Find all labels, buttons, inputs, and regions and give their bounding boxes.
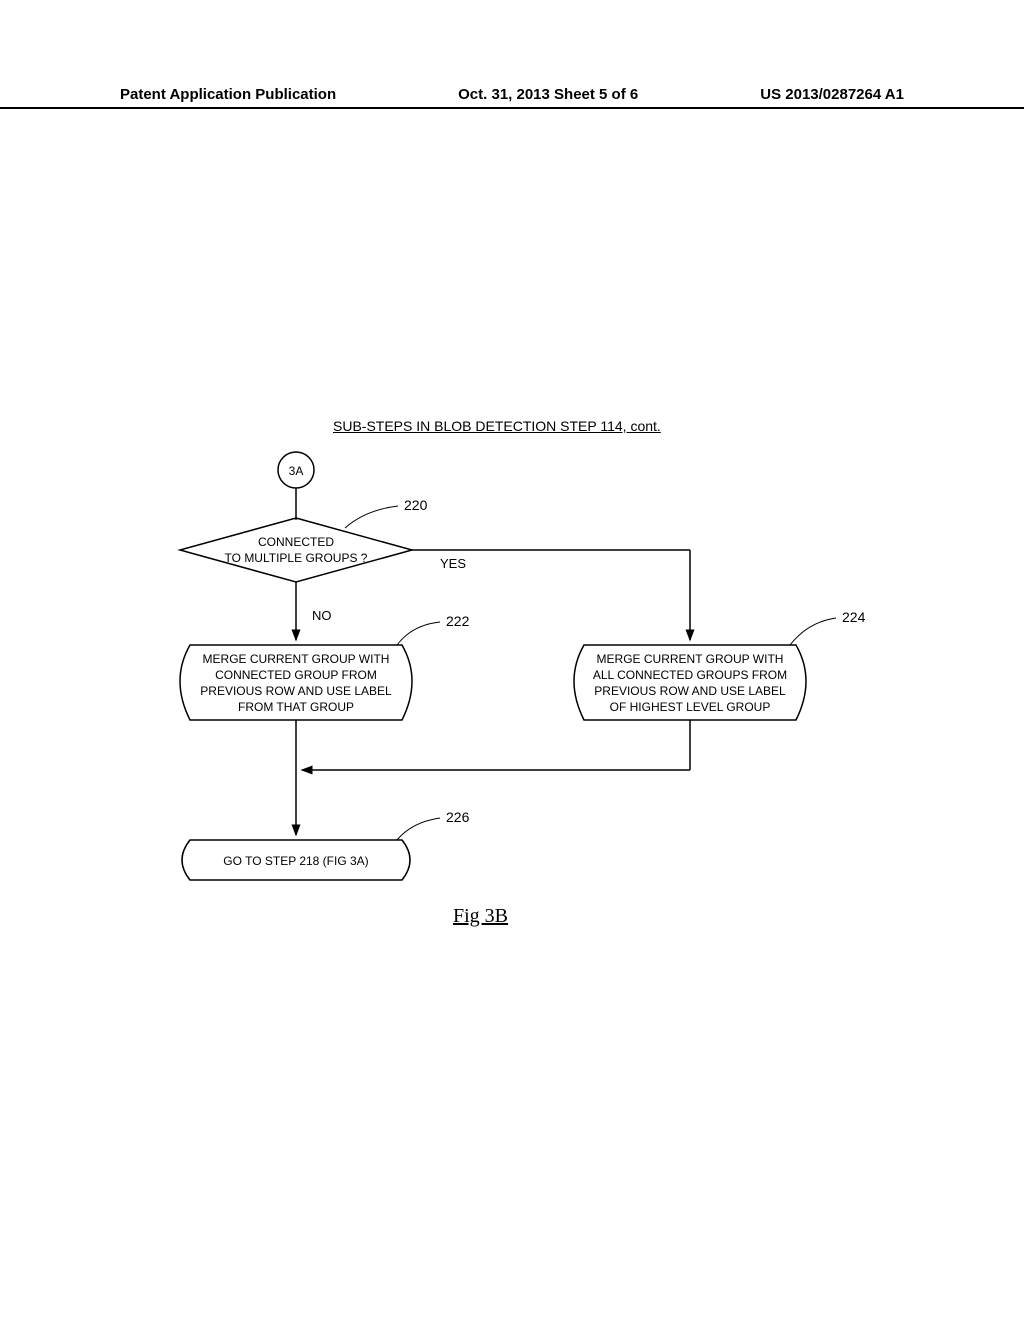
- box-yes-l1: MERGE CURRENT GROUP WITH: [597, 652, 784, 666]
- decision-line2: TO MULTIPLE GROUPS ?: [225, 551, 368, 565]
- diagram-title: SUB-STEPS IN BLOB DETECTION STEP 114, co…: [333, 418, 661, 434]
- leader-224: [790, 618, 836, 645]
- box-no-l2: CONNECTED GROUP FROM: [215, 668, 377, 682]
- header-center: Oct. 31, 2013 Sheet 5 of 6: [458, 86, 638, 103]
- ref-222: 222: [446, 613, 470, 629]
- box-no-l1: MERGE CURRENT GROUP WITH: [203, 652, 390, 666]
- goto-text: GO TO STEP 218 (FIG 3A): [223, 854, 368, 868]
- connector-3a-label: 3A: [289, 464, 304, 478]
- header-right: US 2013/0287264 A1: [760, 86, 904, 103]
- yes-label: YES: [440, 556, 466, 571]
- decision-line1: CONNECTED: [258, 535, 334, 549]
- leader-226: [397, 818, 440, 840]
- box-yes-l4: OF HIGHEST LEVEL GROUP: [610, 700, 771, 714]
- ref-224: 224: [842, 609, 866, 625]
- box-no-l4: FROM THAT GROUP: [238, 700, 354, 714]
- no-label: NO: [312, 608, 332, 623]
- leader-222: [397, 622, 440, 645]
- leader-220: [345, 506, 398, 528]
- header-left: Patent Application Publication: [120, 86, 336, 103]
- box-yes-l3: PREVIOUS ROW AND USE LABEL: [594, 684, 786, 698]
- ref-220: 220: [404, 497, 428, 513]
- box-yes-l2: ALL CONNECTED GROUPS FROM: [593, 668, 787, 682]
- box-no-l3: PREVIOUS ROW AND USE LABEL: [200, 684, 392, 698]
- page-header: Patent Application Publication Oct. 31, …: [0, 86, 1024, 109]
- figure-caption: Fig 3B: [453, 905, 508, 928]
- decision-diamond: [180, 518, 412, 582]
- ref-226: 226: [446, 809, 470, 825]
- flowchart: 3A CONNECTED TO MULTIPLE GROUPS ? 220 YE…: [150, 440, 880, 920]
